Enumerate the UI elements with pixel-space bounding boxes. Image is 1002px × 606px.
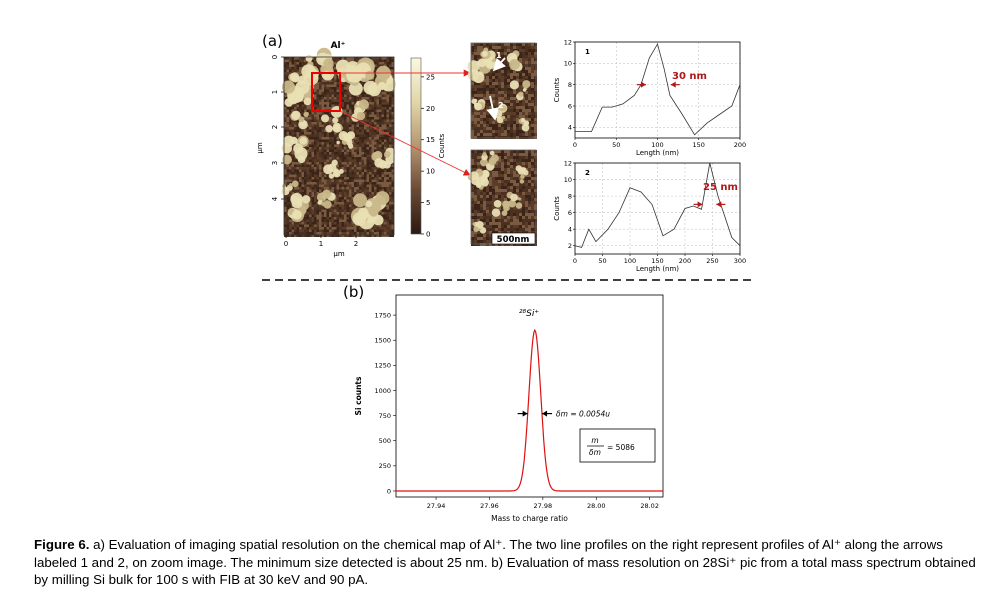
x-tick-label: 300 [734, 257, 746, 265]
map-x-tick: 2 [354, 240, 358, 248]
x-tick-label: 50 [598, 257, 606, 265]
box-denominator: δm [589, 448, 601, 457]
y-tick-label: 1000 [374, 387, 391, 395]
al-map: Al⁺ 0 1 2 0 1 2 3 4 µm µm [256, 41, 396, 258]
y-tick-label: 1750 [374, 311, 391, 319]
x-tick-label: 0 [573, 141, 577, 149]
figure-caption: Figure 6. a) Evaluation of imaging spati… [34, 536, 984, 589]
x-tick-label: 150 [651, 257, 663, 265]
map-y-tick: 0 [271, 55, 279, 59]
spectrum-peak-label: ²⁸Si⁺ [519, 309, 539, 319]
y-tick-label: 8 [568, 192, 572, 200]
panel-a-label: (a) [262, 32, 283, 50]
box-value: = 5086 [607, 443, 635, 452]
zoom-image-2: 500nm [467, 149, 537, 246]
y-tick-label: 1500 [374, 337, 391, 345]
zoom-arrow-2-label: 2 [498, 101, 504, 110]
y-tick-label: 8 [568, 81, 572, 89]
y-axis-label: Si counts [354, 376, 363, 415]
map-y-tick: 3 [271, 161, 279, 165]
y-tick-label: 10 [564, 176, 572, 184]
y-tick-label: 500 [379, 437, 391, 445]
profile-line [574, 162, 741, 248]
mass-spectrum-chart: 0 250 500 750 1000 1250 1500 1750 27.94 27.96 27.9… [354, 294, 664, 523]
map-x-tick: 0 [284, 240, 288, 248]
map-title: Al⁺ [331, 41, 346, 51]
caption-text: a) Evaluation of imaging spatial resolut… [34, 537, 976, 587]
x-axis-label: Mass to charge ratio [491, 514, 568, 523]
x-tick-label: 100 [651, 141, 663, 149]
y-tick-label: 2 [568, 242, 572, 250]
x-axis-label: Length (nm) [636, 265, 679, 273]
y-tick-label: 10 [564, 60, 572, 68]
delta-m-label: δm = 0.0054u [556, 410, 610, 419]
box-numerator: m [591, 436, 598, 445]
panel-b-label: (b) [343, 283, 364, 301]
y-tick-label: 6 [568, 102, 572, 110]
x-tick-label: 150 [693, 141, 705, 149]
x-tick-label: 200 [679, 257, 691, 265]
y-tick-label: 750 [379, 412, 391, 420]
profile-chart-1: 4 6 8 10 12 0 50 100 150 200 Length (nm) Counts 1 30 … [553, 38, 746, 157]
spectrum-line [396, 328, 663, 492]
x-axis-label: Length (nm) [636, 149, 679, 157]
y-tick-label: 1250 [374, 362, 391, 370]
y-axis-label: Counts [553, 196, 561, 221]
y-tick-label: 6 [568, 209, 572, 217]
profile-line [575, 43, 741, 136]
y-tick-label: 12 [564, 38, 572, 46]
x-tick-label: 200 [734, 141, 746, 149]
y-tick-label: 4 [568, 225, 572, 233]
profile-id-label: 1 [585, 48, 590, 56]
y-tick-label: 0 [387, 487, 391, 495]
colorbar-tick: 20 [426, 105, 435, 113]
x-tick-label: 27.98 [534, 502, 553, 510]
caption-label: Figure 6. [34, 537, 90, 552]
map-ylabel: µm [256, 142, 264, 153]
resolution-label: 30 nm [672, 71, 707, 82]
colorbar-tick: 15 [426, 136, 435, 144]
colorbar-label: Counts [438, 133, 446, 158]
profile-id-label: 2 [585, 169, 590, 177]
x-tick-label: 28.02 [640, 502, 659, 510]
zoom-region [311, 72, 341, 112]
x-tick-label: 27.96 [480, 502, 499, 510]
y-tick-label: 4 [568, 124, 572, 132]
y-axis-label: Counts [553, 77, 561, 102]
profile-chart-2: 2 4 6 8 10 12 0 50 100 150 200 250 300 Length (nm) Cou… [553, 159, 746, 273]
map-y-tick: 1 [271, 90, 279, 94]
colorbar-tick: 5 [426, 199, 430, 207]
x-tick-label: 27.94 [427, 502, 446, 510]
x-tick-label: 28.00 [587, 502, 606, 510]
x-tick-label: 250 [706, 257, 718, 265]
map-xlabel: µm [333, 250, 344, 258]
zoom-arrow-1-label: 1 [496, 51, 502, 60]
y-tick-label: 250 [379, 462, 391, 470]
y-tick-label: 12 [564, 159, 572, 167]
resolution-label: 25 nm [703, 182, 738, 193]
scale-bar-label: 500nm [497, 235, 530, 245]
map-y-tick: 4 [271, 196, 279, 201]
zoom-image-1: 1 2 [467, 42, 537, 139]
resolution-box: m δm = 5086 [579, 428, 656, 463]
x-tick-label: 100 [624, 257, 636, 265]
map-x-tick: 1 [319, 240, 323, 248]
colorbar-tick: 0 [426, 231, 430, 239]
x-tick-label: 50 [612, 141, 620, 149]
colorbar-tick: 25 [426, 73, 435, 81]
colorbar-tick: 10 [426, 168, 435, 176]
map-y-tick: 2 [271, 125, 279, 129]
x-tick-label: 0 [573, 257, 577, 265]
